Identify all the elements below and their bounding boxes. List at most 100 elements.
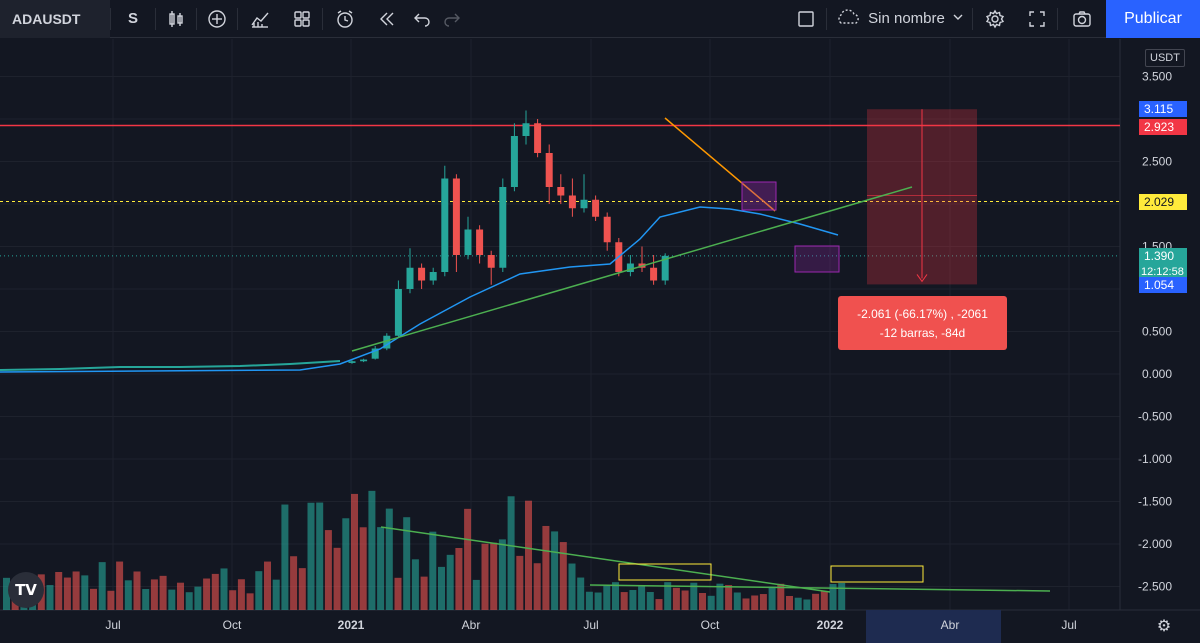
volume-bar (742, 598, 750, 610)
volume-bar (185, 592, 193, 610)
candle-body (499, 187, 507, 268)
publish-button[interactable]: Publicar (1106, 0, 1200, 38)
candle-body (464, 229, 472, 255)
price-tick-label: -1.000 (1138, 452, 1172, 466)
volume-bar (464, 508, 472, 610)
volume-bar (255, 571, 263, 610)
toolbar-divider (155, 7, 156, 30)
countdown-tag: 12:12:58 (1139, 264, 1187, 280)
top-toolbar: ADAUSDT S Sin nombre (0, 0, 1200, 38)
replay-icon[interactable] (367, 0, 407, 38)
volume-bar (699, 592, 706, 610)
add-indicator-icon[interactable] (197, 0, 237, 38)
volume-bar (533, 563, 541, 610)
volume-bar (820, 591, 828, 610)
undo-icon[interactable] (407, 0, 437, 38)
volume-bar (133, 571, 141, 610)
volume-bar (829, 584, 837, 610)
price-tag-high: 3.115 (1139, 101, 1187, 117)
time-axis-background (0, 610, 1200, 643)
volume-baseline (589, 584, 1051, 592)
volume-bar (777, 583, 785, 610)
chart-area[interactable]: 3.5002.5001.5001.0000.5000.000-0.500-1.0… (0, 39, 1200, 643)
price-tag-last: 1.390 (1139, 248, 1187, 264)
toolbar-divider (972, 7, 973, 30)
candle-body (650, 267, 658, 281)
volume-bar (446, 554, 454, 610)
volume-bar (794, 597, 802, 610)
volume-bar (98, 562, 106, 610)
volume-bar (107, 590, 115, 610)
candle-body (406, 267, 414, 289)
tradingview-logo[interactable]: TV (8, 572, 44, 608)
volume-bar (803, 599, 811, 610)
volume-bar (620, 592, 628, 610)
measure-tooltip: -2.061 (-66.17%) , -2061 -12 barras, -84… (838, 296, 1007, 350)
candle-body (557, 187, 565, 196)
interval-button[interactable]: S (127, 10, 138, 27)
layout-name: Sin nombre (868, 10, 945, 27)
symbol-search-button[interactable]: ADAUSDT (0, 0, 110, 38)
candle-body (580, 199, 588, 209)
candle-body (568, 195, 576, 209)
volume-bar (751, 595, 759, 610)
volume-bar (472, 579, 480, 610)
volume-bar (812, 593, 820, 610)
toolbar-divider (826, 7, 827, 30)
fullscreen-icon[interactable] (1017, 0, 1057, 38)
candles-icon[interactable] (156, 0, 196, 38)
volume-bar (429, 531, 437, 610)
volume-bar (168, 589, 176, 610)
rectangle-icon[interactable] (786, 0, 826, 38)
time-tick-label: Jul (583, 618, 598, 632)
price-chart[interactable]: 3.5002.5001.5001.0000.5000.000-0.500-1.0… (0, 39, 1200, 643)
volume-bar (81, 575, 89, 610)
volume-bar (246, 593, 254, 610)
volume-bar (229, 590, 237, 610)
volume-bar (403, 517, 411, 610)
candle-body (661, 255, 669, 281)
redo-icon[interactable] (437, 0, 467, 38)
time-tick-label: Jul (1061, 618, 1076, 632)
time-tick-label: Abr (941, 618, 960, 632)
volume-bar (516, 555, 524, 610)
price-tick-label: -2.000 (1138, 537, 1172, 551)
candle-body (626, 263, 634, 272)
volume-trend-line (380, 526, 831, 593)
volume-bar (594, 592, 602, 610)
volume-bar (646, 592, 654, 610)
volume-bar (786, 595, 793, 610)
candle-body (522, 123, 530, 136)
candle-body (429, 272, 437, 281)
gear-icon[interactable] (973, 0, 1017, 38)
volume-bar (690, 582, 698, 610)
currency-badge[interactable]: USDT (1145, 49, 1185, 67)
candle-body (592, 199, 600, 217)
candle-body (510, 136, 518, 187)
price-tag-red-line: 2.923 (1139, 119, 1187, 135)
price-tick-label: -1.500 (1138, 495, 1172, 509)
volume-highlight-box (618, 563, 712, 581)
indicators-icon[interactable] (238, 0, 282, 38)
alert-icon[interactable] (323, 0, 367, 38)
volume-bar (525, 500, 532, 610)
volume-bar (55, 571, 63, 610)
layout-menu-button[interactable]: Sin nombre (827, 0, 972, 38)
volume-bar (672, 587, 680, 610)
volume-bar (603, 585, 611, 610)
camera-icon[interactable] (1058, 0, 1106, 38)
volume-bar (664, 582, 672, 610)
volume-bar (681, 590, 689, 610)
volume-bar (733, 592, 741, 610)
volume-bar (159, 575, 167, 610)
templates-icon[interactable] (282, 0, 322, 38)
volume-bar (394, 577, 402, 610)
volume-bar (385, 508, 393, 610)
volume-bar (377, 527, 385, 610)
candle-body (487, 255, 495, 268)
volume-bar (342, 518, 350, 610)
price-axis-background (1120, 39, 1200, 643)
volume-bar (438, 566, 445, 610)
moving-average-line (0, 206, 839, 373)
volume-bar (612, 582, 619, 610)
